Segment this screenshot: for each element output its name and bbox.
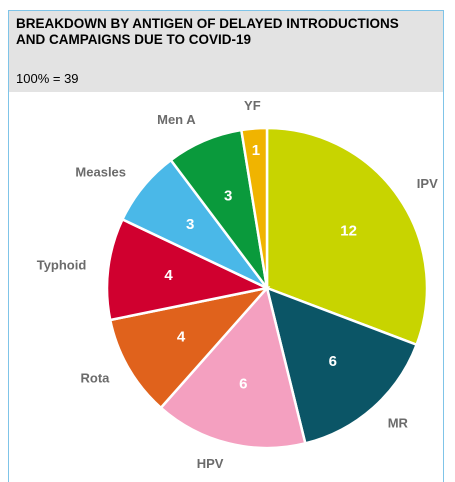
- category-label: Men A: [157, 112, 196, 127]
- pie-slice: [159, 285, 307, 450]
- chart-subtitle: 100% = 39: [16, 71, 79, 86]
- data-label: 1: [252, 142, 260, 159]
- data-label: 4: [177, 329, 186, 346]
- category-label: Measles: [75, 164, 126, 179]
- data-label: 3: [186, 216, 194, 233]
- pie-slice: [239, 126, 269, 289]
- category-label: YF: [244, 98, 261, 113]
- category-label: Typhoid: [37, 257, 87, 272]
- pie-slice: [265, 285, 419, 445]
- data-label: 3: [224, 188, 232, 205]
- category-label: MR: [388, 416, 409, 431]
- chart-title: BREAKDOWN BY ANTIGEN OF DELAYED INTRODUC…: [16, 16, 399, 47]
- data-label: 6: [329, 353, 337, 370]
- data-label: 12: [340, 223, 357, 240]
- data-label: 6: [239, 375, 247, 392]
- category-label: IPV: [417, 176, 438, 191]
- pie-slice: [108, 286, 271, 410]
- pie-slice: [265, 126, 429, 347]
- pie-slice: [105, 217, 271, 322]
- frame: [8, 10, 444, 482]
- category-label: HPV: [197, 456, 224, 471]
- data-label: 4: [164, 267, 173, 284]
- category-label: Rota: [80, 370, 110, 385]
- header: [9, 11, 443, 92]
